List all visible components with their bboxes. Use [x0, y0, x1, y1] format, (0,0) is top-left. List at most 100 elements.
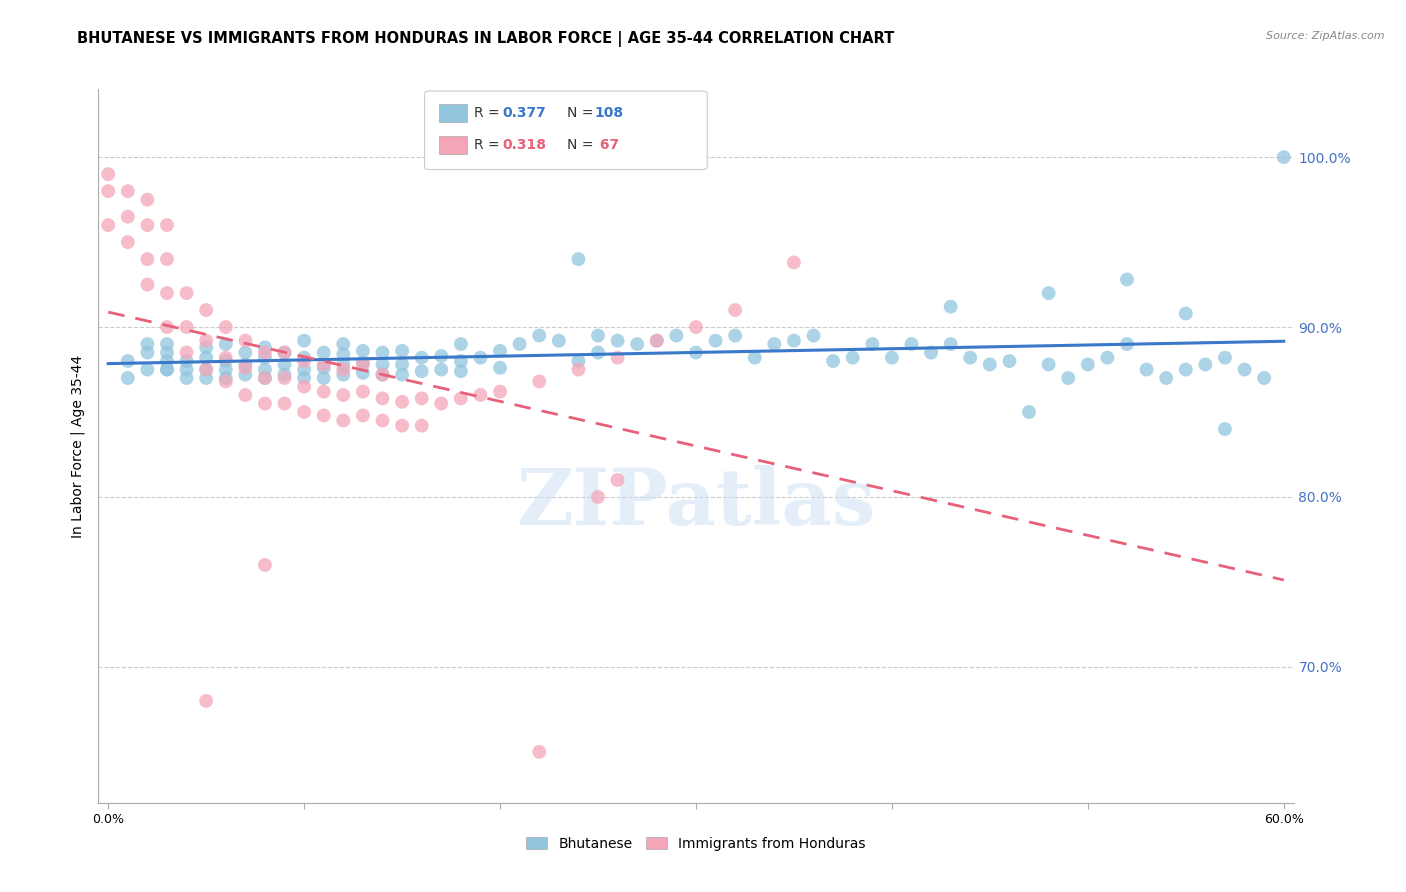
- Point: [117, 184, 139, 198]
- Point: [136, 218, 159, 232]
- Point: [235, 360, 257, 375]
- Point: [312, 358, 335, 372]
- Point: [352, 356, 374, 370]
- Point: [489, 343, 512, 358]
- Point: [253, 558, 276, 572]
- Point: [529, 328, 551, 343]
- Point: [235, 388, 257, 402]
- Point: [959, 351, 981, 365]
- Point: [998, 354, 1021, 368]
- Point: [1174, 306, 1197, 320]
- Point: [195, 334, 218, 348]
- Point: [176, 286, 198, 301]
- Point: [352, 343, 374, 358]
- Point: [430, 362, 453, 376]
- Point: [292, 362, 315, 376]
- Point: [332, 362, 354, 376]
- Point: [391, 368, 413, 382]
- Legend: Bhutanese, Immigrants from Honduras: Bhutanese, Immigrants from Honduras: [520, 831, 872, 856]
- Text: R =: R =: [474, 138, 503, 153]
- Point: [371, 345, 394, 359]
- Point: [529, 745, 551, 759]
- Point: [567, 252, 589, 266]
- Point: [215, 362, 238, 376]
- Point: [273, 345, 295, 359]
- Point: [1213, 422, 1236, 436]
- Point: [371, 358, 394, 372]
- Point: [900, 337, 922, 351]
- Point: [253, 351, 276, 365]
- Point: [176, 362, 198, 376]
- Point: [292, 405, 315, 419]
- Point: [645, 334, 668, 348]
- Point: [470, 351, 492, 365]
- Point: [97, 167, 120, 181]
- Point: [371, 413, 394, 427]
- Point: [371, 368, 394, 382]
- Point: [1135, 362, 1157, 376]
- Point: [195, 694, 218, 708]
- Point: [371, 368, 394, 382]
- Point: [292, 379, 315, 393]
- Point: [273, 371, 295, 385]
- Text: N =: N =: [567, 106, 598, 120]
- Point: [136, 337, 159, 351]
- Point: [352, 366, 374, 380]
- Point: [117, 210, 139, 224]
- Point: [665, 328, 688, 343]
- Point: [156, 320, 179, 334]
- Point: [117, 371, 139, 385]
- Point: [332, 368, 354, 382]
- Point: [235, 334, 257, 348]
- Point: [823, 354, 845, 368]
- Point: [215, 354, 238, 368]
- Point: [176, 371, 198, 385]
- Point: [606, 334, 628, 348]
- Point: [939, 337, 962, 351]
- Point: [1272, 150, 1295, 164]
- Point: [450, 392, 472, 406]
- Point: [704, 334, 727, 348]
- Point: [312, 360, 335, 375]
- Point: [136, 277, 159, 292]
- Point: [450, 337, 472, 351]
- Point: [1174, 362, 1197, 376]
- Text: 0.377: 0.377: [502, 106, 546, 120]
- Point: [371, 392, 394, 406]
- Point: [195, 351, 218, 365]
- Point: [156, 337, 179, 351]
- Point: [176, 354, 198, 368]
- Point: [215, 337, 238, 351]
- Point: [744, 351, 766, 365]
- Point: [470, 388, 492, 402]
- Point: [411, 418, 433, 433]
- Point: [841, 351, 863, 365]
- Point: [352, 384, 374, 399]
- Point: [273, 396, 295, 410]
- Point: [547, 334, 569, 348]
- Point: [292, 354, 315, 368]
- Point: [645, 334, 668, 348]
- Point: [332, 358, 354, 372]
- Point: [411, 392, 433, 406]
- Point: [156, 354, 179, 368]
- Point: [1116, 272, 1139, 286]
- Point: [195, 371, 218, 385]
- Point: [253, 341, 276, 355]
- Point: [763, 337, 786, 351]
- Point: [391, 418, 413, 433]
- Point: [1253, 371, 1275, 385]
- Point: [783, 255, 806, 269]
- Point: [1233, 362, 1256, 376]
- Point: [685, 320, 707, 334]
- Point: [156, 286, 179, 301]
- Point: [352, 409, 374, 423]
- Point: [312, 371, 335, 385]
- Point: [391, 394, 413, 409]
- Point: [1038, 286, 1060, 301]
- Point: [156, 218, 179, 232]
- Point: [235, 368, 257, 382]
- Point: [1018, 405, 1040, 419]
- Point: [450, 354, 472, 368]
- Point: [529, 375, 551, 389]
